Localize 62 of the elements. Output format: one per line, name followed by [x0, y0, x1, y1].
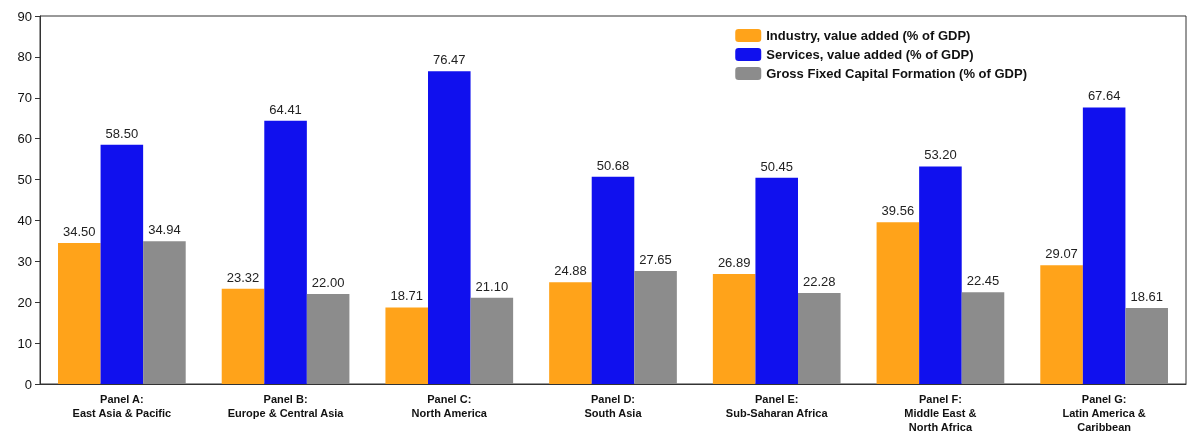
legend-label: Gross Fixed Capital Formation (% of GDP) [766, 66, 1027, 81]
data-label: 18.61 [1130, 288, 1163, 304]
bar [755, 177, 798, 384]
bar [591, 176, 635, 384]
y-tick-label: 80 [17, 49, 32, 65]
data-label: 50.45 [760, 158, 793, 174]
bar [428, 71, 471, 384]
y-tick-label: 30 [17, 253, 32, 269]
legend-label: Industry, value added (% of GDP) [766, 28, 971, 43]
bar [143, 241, 186, 384]
data-label: 34.94 [148, 222, 181, 238]
bar [1040, 265, 1083, 384]
data-label: 24.88 [554, 263, 587, 279]
x-tick-label: Panel D: South Asia [584, 393, 643, 419]
y-tick-label: 90 [17, 8, 32, 24]
bar [634, 270, 677, 384]
data-label: 27.65 [639, 251, 672, 267]
data-label: 22.45 [966, 273, 1000, 289]
y-tick-label: 0 [24, 376, 32, 392]
data-label: 29.07 [1045, 246, 1078, 262]
data-label: 26.89 [717, 255, 751, 271]
x-tick-label: Panel B: Europe & Central Asia [227, 393, 345, 419]
data-label: 64.41 [269, 101, 302, 117]
bar [100, 144, 144, 384]
bar [58, 242, 101, 384]
bar [264, 120, 307, 384]
y-tick-label: 70 [17, 90, 32, 106]
data-label: 18.71 [390, 288, 423, 304]
y-tick-label: 60 [17, 131, 32, 147]
data-label: 67.64 [1087, 88, 1121, 104]
data-label: 76.47 [433, 52, 466, 68]
data-label: 21.10 [475, 278, 509, 294]
x-tick-label: Panel E: Sub-Saharan Africa [725, 393, 829, 419]
data-label: 50.68 [596, 157, 630, 173]
data-label: 22.00 [311, 275, 345, 291]
x-tick-label: Panel A: East Asia & Pacific [72, 393, 172, 419]
bar [1125, 307, 1168, 384]
bar [1082, 107, 1126, 384]
data-label: 39.56 [881, 203, 915, 219]
y-tick-label: 20 [17, 294, 32, 310]
y-tick-label: 10 [17, 335, 32, 351]
x-tick-label: Panel G: Latin America & Caribbean [1062, 393, 1146, 433]
bar [306, 294, 350, 384]
bar [470, 297, 514, 384]
data-label: 23.32 [226, 269, 260, 285]
data-label: 34.50 [63, 223, 96, 239]
y-tick-label: 40 [17, 212, 32, 228]
bar [385, 307, 428, 384]
bar [876, 222, 920, 384]
data-label: 58.50 [105, 125, 139, 141]
data-label: 53.20 [924, 147, 957, 163]
x-tick-label: Panel C: North America [411, 393, 488, 419]
bar [712, 274, 756, 384]
bar [549, 282, 592, 384]
bar [221, 288, 265, 384]
x-tick-label: Panel F: Middle East & North Africa [904, 393, 977, 433]
bar [961, 292, 1005, 384]
data-label: 22.28 [803, 273, 836, 289]
bar [919, 166, 962, 384]
legend-label: Services, value added (% of GDP) [766, 47, 974, 62]
y-tick-label: 50 [17, 172, 32, 188]
bar [798, 292, 841, 384]
